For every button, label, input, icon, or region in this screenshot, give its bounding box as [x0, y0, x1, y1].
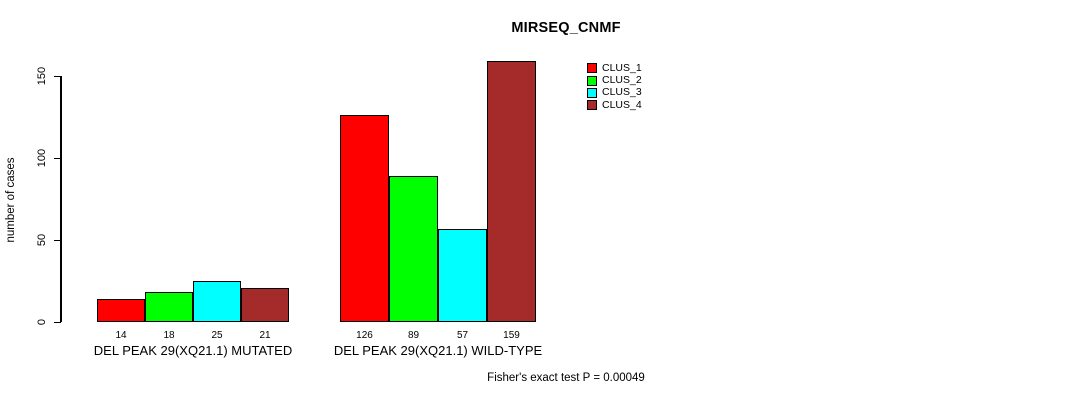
y-axis-line	[60, 76, 62, 322]
legend-label: CLUS_3	[602, 86, 642, 99]
bar-clus_2	[389, 176, 438, 322]
y-axis-tick	[54, 321, 61, 323]
bar-clus_4	[487, 61, 536, 322]
bar-value-label: 21	[259, 330, 271, 341]
chart-title: MIRSEQ_CNMF	[511, 20, 621, 36]
legend-item: CLUS_1	[587, 62, 642, 74]
bar-value-label: 14	[115, 330, 127, 341]
legend-swatch-clus_2	[587, 75, 597, 86]
bar-value-label: 57	[456, 330, 469, 341]
bar-clus_3	[438, 229, 487, 322]
bar-clus_2	[145, 292, 193, 322]
bar-clus_4	[241, 288, 289, 322]
legend-label: CLUS_2	[602, 74, 642, 87]
legend-item: CLUS_2	[587, 74, 642, 86]
bar-clus_3	[193, 281, 241, 322]
y-axis-tick	[54, 157, 61, 159]
bar-clus_1	[97, 299, 145, 322]
legend-swatch-clus_1	[587, 63, 597, 74]
legend-item: CLUS_3	[587, 87, 642, 99]
legend-swatch-clus_3	[587, 87, 597, 98]
x-axis-group-label: DEL PEAK 29(XQ21.1) MUTATED	[93, 343, 293, 358]
y-axis-tick-label: 50	[36, 233, 48, 247]
bar-clus_1	[340, 115, 389, 322]
legend-item: CLUS_4	[587, 99, 642, 111]
y-axis-tick-label: 0	[36, 318, 48, 326]
bar-value-label: 159	[503, 330, 520, 341]
legend: CLUS_1 CLUS_2 CLUS_3 CLUS_4	[587, 62, 642, 112]
y-axis-tick	[54, 75, 61, 77]
x-axis-group-label: DEL PEAK 29(XQ21.1) WILD-TYPE	[333, 343, 543, 358]
y-axis-tick-label: 100	[36, 148, 48, 168]
bar-value-label: 25	[211, 330, 223, 341]
bar-value-label: 89	[407, 330, 420, 341]
bar-value-label: 18	[163, 330, 175, 341]
y-axis-label: number of cases	[5, 157, 17, 243]
fisher-test-annotation: Fisher's exact test P = 0.00049	[487, 372, 645, 384]
y-axis-tick	[54, 239, 61, 241]
legend-swatch-clus_4	[587, 100, 597, 111]
bar-value-label: 126	[356, 330, 373, 341]
y-axis-tick-label: 150	[36, 66, 48, 86]
legend-label: CLUS_1	[602, 61, 642, 74]
legend-label: CLUS_4	[602, 98, 642, 111]
